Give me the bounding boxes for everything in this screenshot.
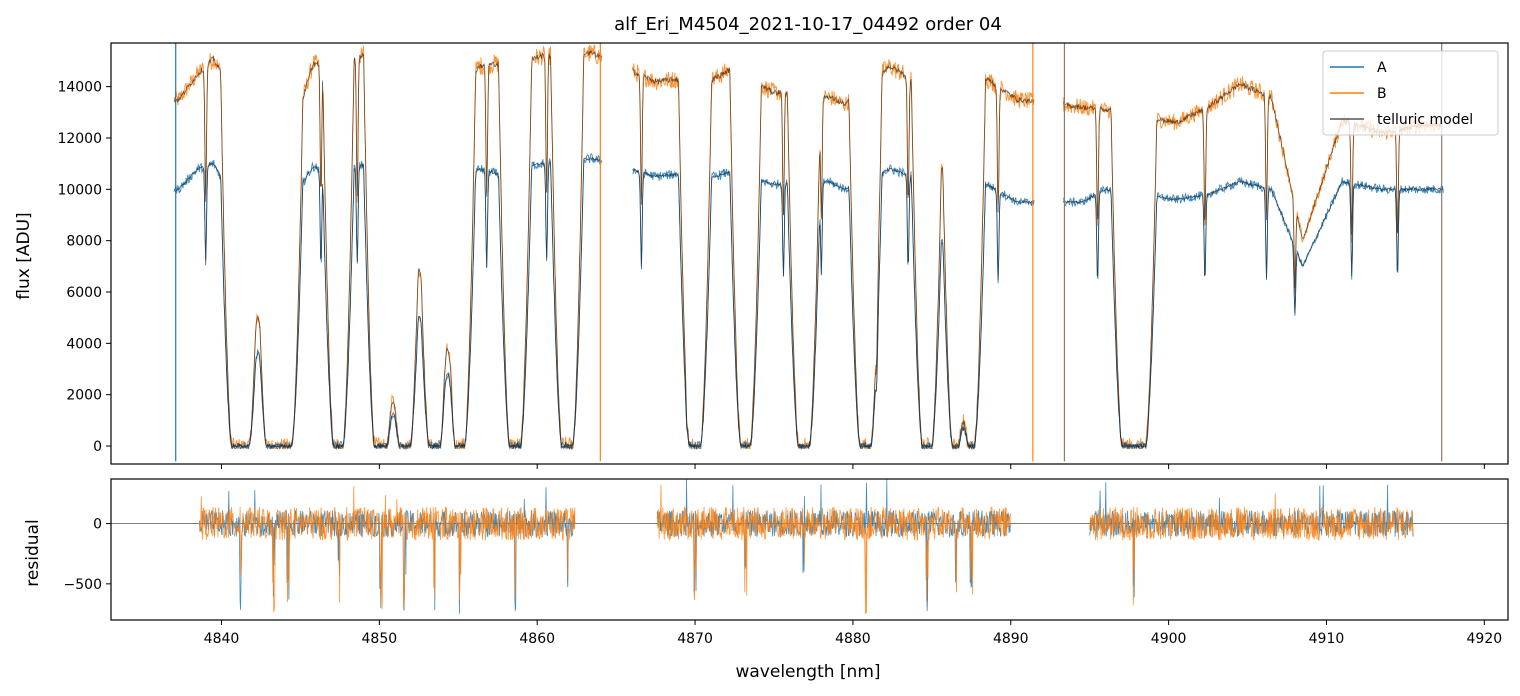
flux-y-tick-label: 4000 [66,336,102,352]
flux-plot-frame [110,42,1509,465]
flux-y-tick-label: 12000 [57,131,102,147]
residual-x-tick-label: 4890 [993,631,1029,647]
residual-x-tick-label: 4910 [1309,631,1345,647]
flux-y-tick-label: 2000 [66,388,102,404]
y-axis-label-residual: residual [23,519,43,586]
x-axis-label-wavelength: wavelength [nm] [735,662,880,682]
legend: A B telluric model [1322,50,1499,136]
residual-plot-frame [110,478,1509,621]
residual-x-ticks: 4840 4850 4860 4870 4880 4890 4900 4910 4920 [204,620,1502,647]
flux-y-tick-label: 6000 [66,285,102,301]
residual-series-lines [111,478,1508,615]
residual-x-tick-label: 4920 [1467,631,1503,647]
residual-x-tick-label: 4870 [677,631,713,647]
residual-y-tick-label: −500 [64,577,102,593]
residual-x-tick-label: 4850 [362,631,398,647]
legend-label-telluric: telluric model [1377,112,1473,128]
residual-b-line [199,484,1414,615]
legend-label-a: A [1377,60,1387,76]
chart-title: alf_Eri_M4504_2021-10-17_04492 order 04 [614,14,1002,35]
flux-y-tick-label: 8000 [66,234,102,250]
residual-x-tick-label: 4880 [835,631,871,647]
telluric-model-a-line [173,156,1444,449]
flux-series-lines [173,43,1444,462]
residual-x-tick-label: 4900 [1151,631,1187,647]
flux-y-tick-label: 10000 [57,182,102,198]
flux-panel: alf_Eri_M4504_2021-10-17_04492 order 04 … [14,14,1509,469]
residual-x-tick-label: 4840 [204,631,240,647]
telluric-model-b-line [173,50,1444,451]
residual-y-ticks: −500 0 [64,517,111,593]
legend-label-b: B [1377,86,1387,102]
flux-y-tick-label: 0 [93,439,102,455]
flux-y-tick-label: 14000 [57,80,102,96]
residual-y-tick-label: 0 [93,517,102,533]
y-axis-label-flux: flux [ADU] [14,212,34,299]
flux-y-ticks: 0 2000 4000 6000 8000 10000 12000 14000 [57,80,111,455]
flux-x-ticks [220,464,1485,469]
residual-x-tick-label: 4860 [519,631,555,647]
